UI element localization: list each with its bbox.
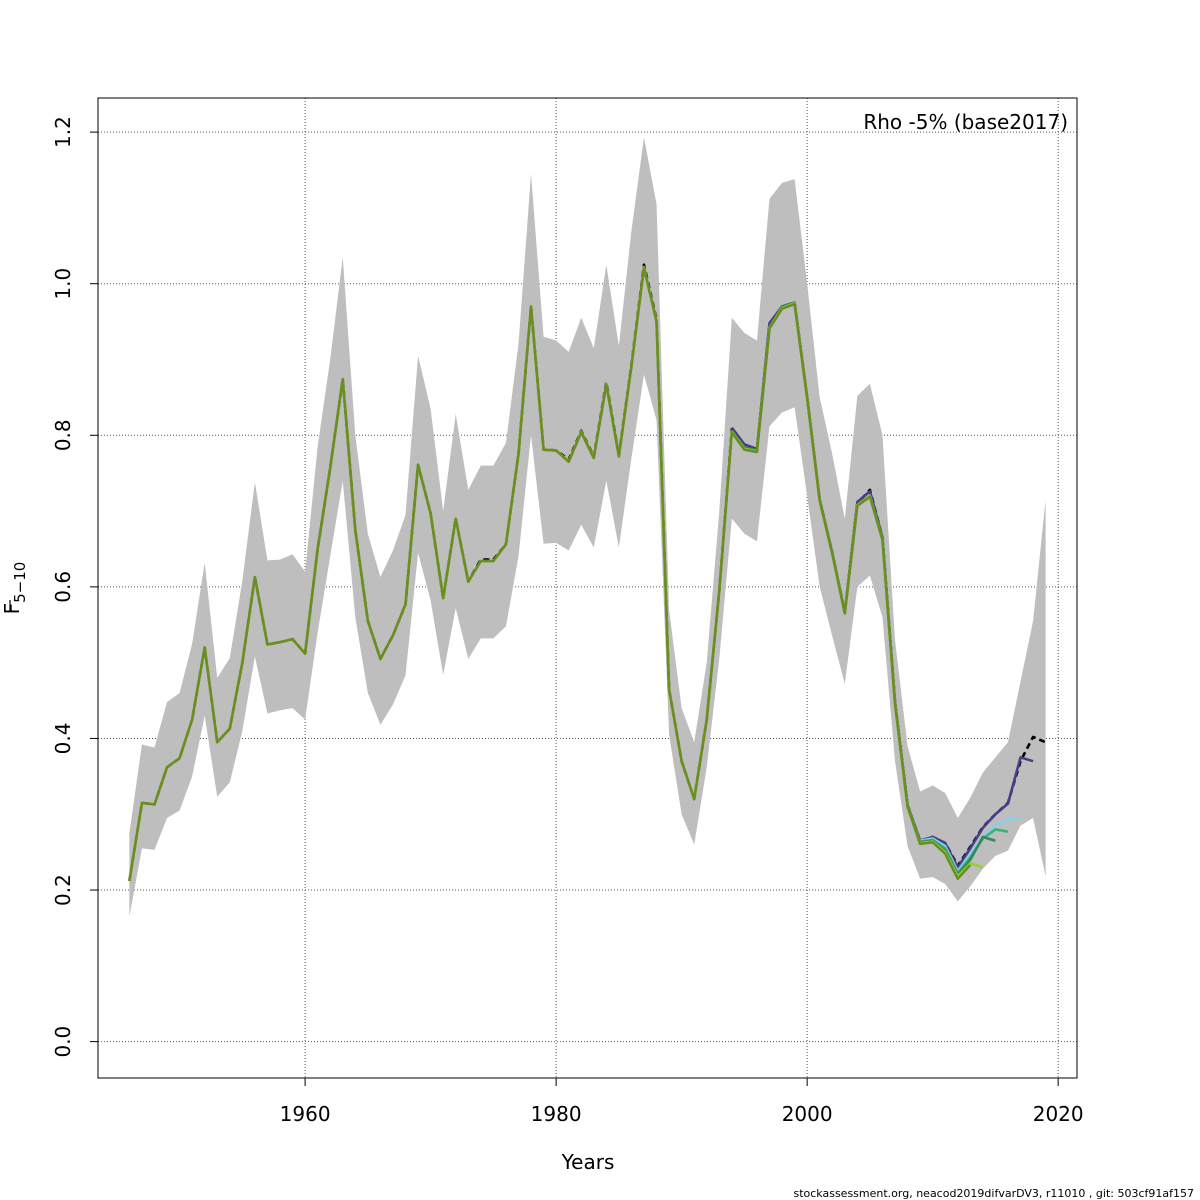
y-tick-label: 1.0 xyxy=(51,268,75,300)
footer-source: stockassessment.org, neacod2019difvarDV3… xyxy=(793,1187,1194,1200)
y-tick-label: 0.6 xyxy=(51,571,75,603)
series-line-7 xyxy=(128,266,972,882)
x-axis-ticks: 1960 1980 2000 2020 xyxy=(280,1078,1084,1126)
x-tick-label: 1980 xyxy=(531,1102,582,1126)
x-tick-label: 1960 xyxy=(280,1102,331,1126)
x-tick-label: 2000 xyxy=(782,1102,833,1126)
y-axis-title-subscript: 5−10 xyxy=(11,562,29,603)
series-lines-layer xyxy=(128,263,1047,882)
series-line-3 xyxy=(919,816,1021,873)
y-tick-label: 0.8 xyxy=(51,419,75,451)
y-axis-title: F5−10 xyxy=(0,562,29,615)
confidence-band-layer xyxy=(129,137,1046,917)
x-tick-label: 2020 xyxy=(1033,1102,1084,1126)
y-tick-label: 1.2 xyxy=(51,116,75,148)
y-axis-title-main: F xyxy=(0,603,24,615)
chart-annotation: Rho -5% (base2017) xyxy=(863,110,1068,134)
svg-text:F5−10: F5−10 xyxy=(0,562,29,615)
y-tick-label: 0.4 xyxy=(51,723,75,755)
y-axis-ticks: 0.0 0.2 0.4 0.6 0.8 1.0 1.2 xyxy=(51,116,98,1058)
y-tick-label: 0.2 xyxy=(51,874,75,906)
x-axis-title: Years xyxy=(561,1150,615,1174)
confidence-band xyxy=(129,137,1046,917)
plot-frame xyxy=(97,97,1078,1079)
y-tick-label: 0.0 xyxy=(51,1026,75,1058)
